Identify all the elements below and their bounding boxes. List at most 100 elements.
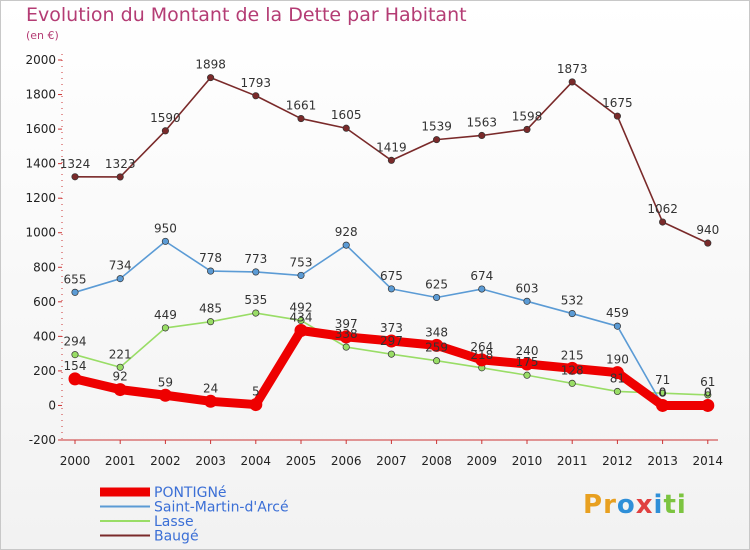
data-point: [297, 316, 305, 325]
x-tick-label: 2012: [602, 454, 633, 468]
logo-letter: t: [663, 490, 677, 520]
x-tick-label: 2003: [195, 454, 226, 468]
data-label: 0: [659, 385, 667, 399]
data-label: 655: [64, 272, 87, 286]
data-point: [387, 285, 395, 293]
data-point: [520, 357, 534, 371]
data-point: [71, 288, 79, 296]
y-tick-label: 1600: [25, 122, 56, 136]
data-point: [613, 387, 621, 396]
x-tick-label: 2011: [557, 454, 588, 468]
data-label: 397: [335, 317, 358, 331]
data-label: 753: [290, 255, 313, 269]
legend-label: Baugé: [154, 529, 199, 545]
data-point: [568, 379, 576, 387]
data-label: 215: [561, 348, 584, 362]
data-point: [252, 92, 260, 100]
data-point: [161, 127, 169, 135]
data-point: [116, 173, 124, 181]
data-point: [113, 383, 127, 397]
data-label: 1062: [647, 202, 678, 216]
data-label: 1419: [376, 140, 407, 154]
y-tick-label: 1800: [25, 88, 56, 102]
data-point: [342, 124, 350, 132]
data-label: 940: [696, 223, 719, 237]
data-point: [161, 237, 169, 245]
data-label: 1605: [331, 108, 362, 122]
data-point: [659, 218, 667, 226]
data-point: [478, 285, 486, 293]
data-label: 625: [425, 278, 448, 292]
data-label: 1661: [286, 99, 317, 113]
logo-letter: r: [603, 490, 617, 520]
data-label: 603: [516, 281, 539, 295]
data-point: [158, 388, 172, 402]
x-tick-label: 2006: [331, 454, 362, 468]
data-label: 175: [516, 355, 539, 369]
data-label: 1324: [60, 157, 91, 171]
data-label: 24: [203, 381, 218, 395]
data-label: 1563: [467, 115, 498, 129]
data-label: 373: [380, 321, 403, 335]
y-tick-label: 1000: [25, 226, 56, 240]
x-tick-label: 2001: [105, 454, 136, 468]
data-label: 950: [154, 221, 177, 235]
data-point: [475, 353, 489, 367]
x-tick-label: 2000: [60, 454, 91, 468]
data-label: 71: [655, 373, 670, 387]
data-label: 1793: [241, 76, 272, 90]
logo-letter: o: [616, 490, 636, 520]
x-tick-label: 2007: [376, 454, 407, 468]
chart-title: Evolution du Montant de la Dette par Hab…: [26, 4, 467, 26]
data-label: 535: [244, 293, 267, 307]
data-label: 5: [252, 385, 260, 399]
data-label: 61: [700, 375, 715, 389]
data-label: 264: [470, 340, 493, 354]
legend-label: PONTIGNé: [154, 485, 227, 501]
x-tick-label: 2005: [286, 454, 317, 468]
logo-letter: i: [676, 490, 687, 520]
data-point: [613, 322, 621, 330]
data-point: [204, 394, 218, 408]
data-point: [342, 343, 350, 351]
data-label: 778: [199, 251, 222, 265]
data-point: [523, 125, 531, 133]
logo-letter: P: [583, 490, 604, 520]
y-tick-label: 800: [33, 260, 56, 274]
data-label: 259: [425, 341, 448, 355]
data-point: [704, 239, 712, 247]
x-tick-label: 2002: [150, 454, 181, 468]
data-label: 485: [199, 302, 222, 316]
logo-letter: x: [635, 490, 654, 520]
data-label: 1323: [105, 157, 136, 171]
data-point: [433, 357, 441, 365]
legend-label: Saint-Martin-d'Arcé: [154, 500, 289, 516]
y-tick-label: 1200: [25, 191, 56, 205]
data-label: 492: [290, 300, 313, 314]
x-tick-label: 2013: [647, 454, 678, 468]
data-label: 190: [606, 353, 629, 367]
data-point: [116, 275, 124, 283]
x-tick-label: 2009: [467, 454, 498, 468]
data-point: [71, 173, 79, 181]
data-label: 459: [606, 306, 629, 320]
data-label: 675: [380, 269, 403, 283]
data-label: 92: [113, 370, 128, 384]
data-point: [249, 398, 263, 412]
data-label: 0: [659, 385, 667, 399]
data-label: 1598: [512, 109, 543, 123]
data-point: [71, 351, 79, 359]
data-point: [433, 136, 441, 144]
data-point: [656, 398, 670, 412]
data-point: [523, 297, 531, 305]
data-label: 59: [158, 375, 173, 389]
data-label: 1590: [150, 111, 181, 125]
data-point: [207, 74, 215, 82]
data-label: 1873: [557, 62, 588, 76]
data-point: [568, 310, 576, 318]
data-point: [384, 334, 398, 348]
data-label: 1898: [195, 58, 226, 72]
data-point: [297, 115, 305, 123]
y-tick-label: 2000: [25, 53, 56, 67]
